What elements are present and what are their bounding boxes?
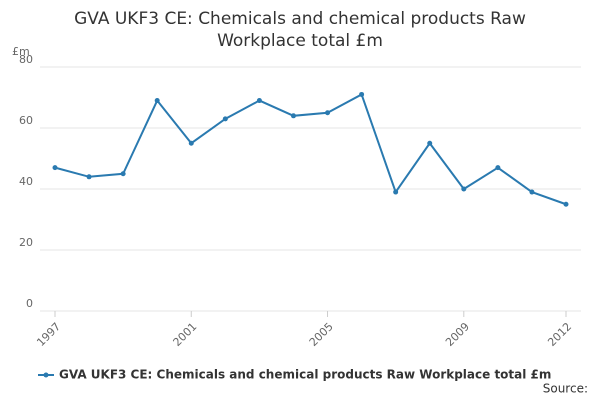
y-tick-label: 80 bbox=[19, 53, 33, 66]
point bbox=[86, 174, 92, 180]
y-tick-label: 60 bbox=[19, 114, 33, 127]
x-tick-label: 2001 bbox=[171, 320, 200, 349]
series-line bbox=[54, 93, 567, 206]
y-tick-label: 0 bbox=[26, 297, 33, 310]
point bbox=[120, 171, 126, 177]
point bbox=[188, 140, 194, 146]
point bbox=[393, 189, 399, 195]
point bbox=[256, 98, 262, 104]
point bbox=[154, 98, 160, 104]
point bbox=[563, 201, 569, 207]
chart-title: GVA UKF3 CE: Chemicals and chemical prod… bbox=[74, 9, 526, 51]
y-tick-label: 20 bbox=[19, 236, 33, 249]
point bbox=[290, 113, 296, 119]
point bbox=[222, 116, 228, 122]
point bbox=[359, 91, 365, 97]
point bbox=[325, 110, 331, 116]
y-axis-label: £m bbox=[12, 45, 30, 58]
x-tick-label: 2005 bbox=[307, 320, 336, 349]
x-tick-label: 2009 bbox=[443, 320, 472, 349]
legend-marker bbox=[43, 372, 49, 378]
point bbox=[52, 165, 58, 171]
point bbox=[495, 165, 501, 171]
point bbox=[529, 189, 535, 195]
source: Source: bbox=[543, 382, 588, 396]
point bbox=[427, 140, 433, 146]
x-tick-label: 2012 bbox=[545, 320, 574, 349]
y-tick-label: 40 bbox=[19, 175, 33, 188]
x-tick-label: 1997 bbox=[34, 320, 63, 349]
point bbox=[461, 186, 467, 192]
legend-label: GVA UKF3 CE: Chemicals and chemical prod… bbox=[59, 368, 551, 382]
